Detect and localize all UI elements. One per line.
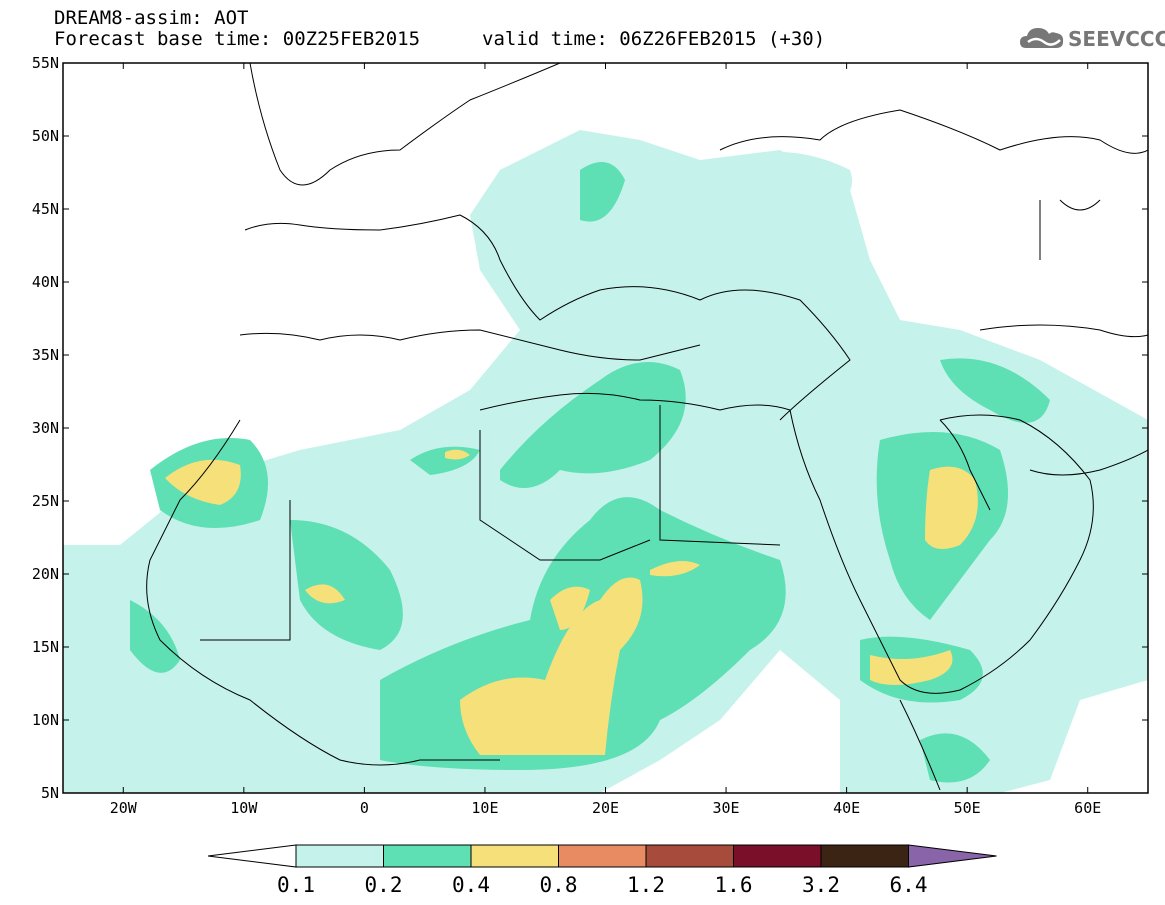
lat-tick-label: 55N	[32, 54, 59, 72]
lon-tick-label: 10E	[471, 799, 498, 817]
colorbar-segment	[470, 844, 559, 868]
colorbar-label: 0.4	[452, 873, 490, 897]
lat-tick-label: 45N	[32, 200, 59, 218]
colorbar-label: 1.2	[627, 873, 665, 897]
lat-tick-label: 50N	[32, 127, 59, 145]
colorbar-right-arrow	[908, 844, 997, 868]
colorbar-segment	[820, 844, 909, 868]
lat-tick-label: 35N	[32, 346, 59, 364]
lat-tick-label: 40N	[32, 273, 59, 291]
lon-tick-label: 30E	[713, 799, 740, 817]
colorbar-segment	[558, 844, 647, 868]
colorbar-label: 1.6	[715, 873, 753, 897]
lat-tick-label: 5N	[41, 784, 59, 802]
lon-tick-label: 40E	[833, 799, 860, 817]
aot-shading	[63, 130, 1148, 793]
valid-time: valid time: 06Z26FEB2015 (+30)	[482, 28, 826, 50]
lon-tick-label: 10W	[230, 799, 258, 817]
colorbar-label: 0.8	[540, 873, 578, 897]
colorbar-label: 0.1	[277, 873, 315, 897]
lon-tick-label: 20E	[592, 799, 619, 817]
lon-tick-label: 0	[360, 799, 369, 817]
lat-tick-label: 10N	[32, 711, 59, 729]
colorbar-segment	[295, 844, 384, 868]
seevccc-logo: SEEVCCC	[1018, 22, 1165, 58]
colorbar: 0.1 0.2 0.4 0.8 1.2 1.6 3.2 6.4	[207, 844, 997, 897]
map-title: DREAM8-assim: AOT	[54, 7, 249, 29]
logo-text: SEEVCCC	[1068, 27, 1165, 51]
lat-tick-label: 30N	[32, 419, 59, 437]
lon-tick-label: 50E	[954, 799, 981, 817]
lat-tick-label: 15N	[32, 638, 59, 656]
colorbar-label: 6.4	[890, 873, 928, 897]
lon-tick-label: 20W	[110, 799, 138, 817]
cloud-icon	[1020, 28, 1064, 48]
colorbar-segment	[733, 844, 822, 868]
lat-tick-label: 25N	[32, 492, 59, 510]
coastlines-borders	[146, 63, 1148, 791]
colorbar-label: 0.2	[365, 873, 403, 897]
lat-tick-label: 20N	[32, 565, 59, 583]
lon-tick-label: 60E	[1074, 799, 1101, 817]
longitude-ticks: 20W 10W 0 10E 20E 30E 40E 50E 60E	[110, 63, 1101, 817]
colorbar-label: 3.2	[802, 873, 840, 897]
colorbar-segment	[383, 844, 472, 868]
aot-level-0-4	[165, 449, 978, 755]
colorbar-segment	[645, 844, 734, 868]
forecast-base-time: Forecast base time: 00Z25FEB2015	[54, 28, 421, 50]
latitude-ticks: 55N 50N 45N 40N 35N 30N 25N 20N 15N 10N 5N	[32, 54, 1148, 802]
colorbar-left-arrow	[207, 844, 297, 868]
